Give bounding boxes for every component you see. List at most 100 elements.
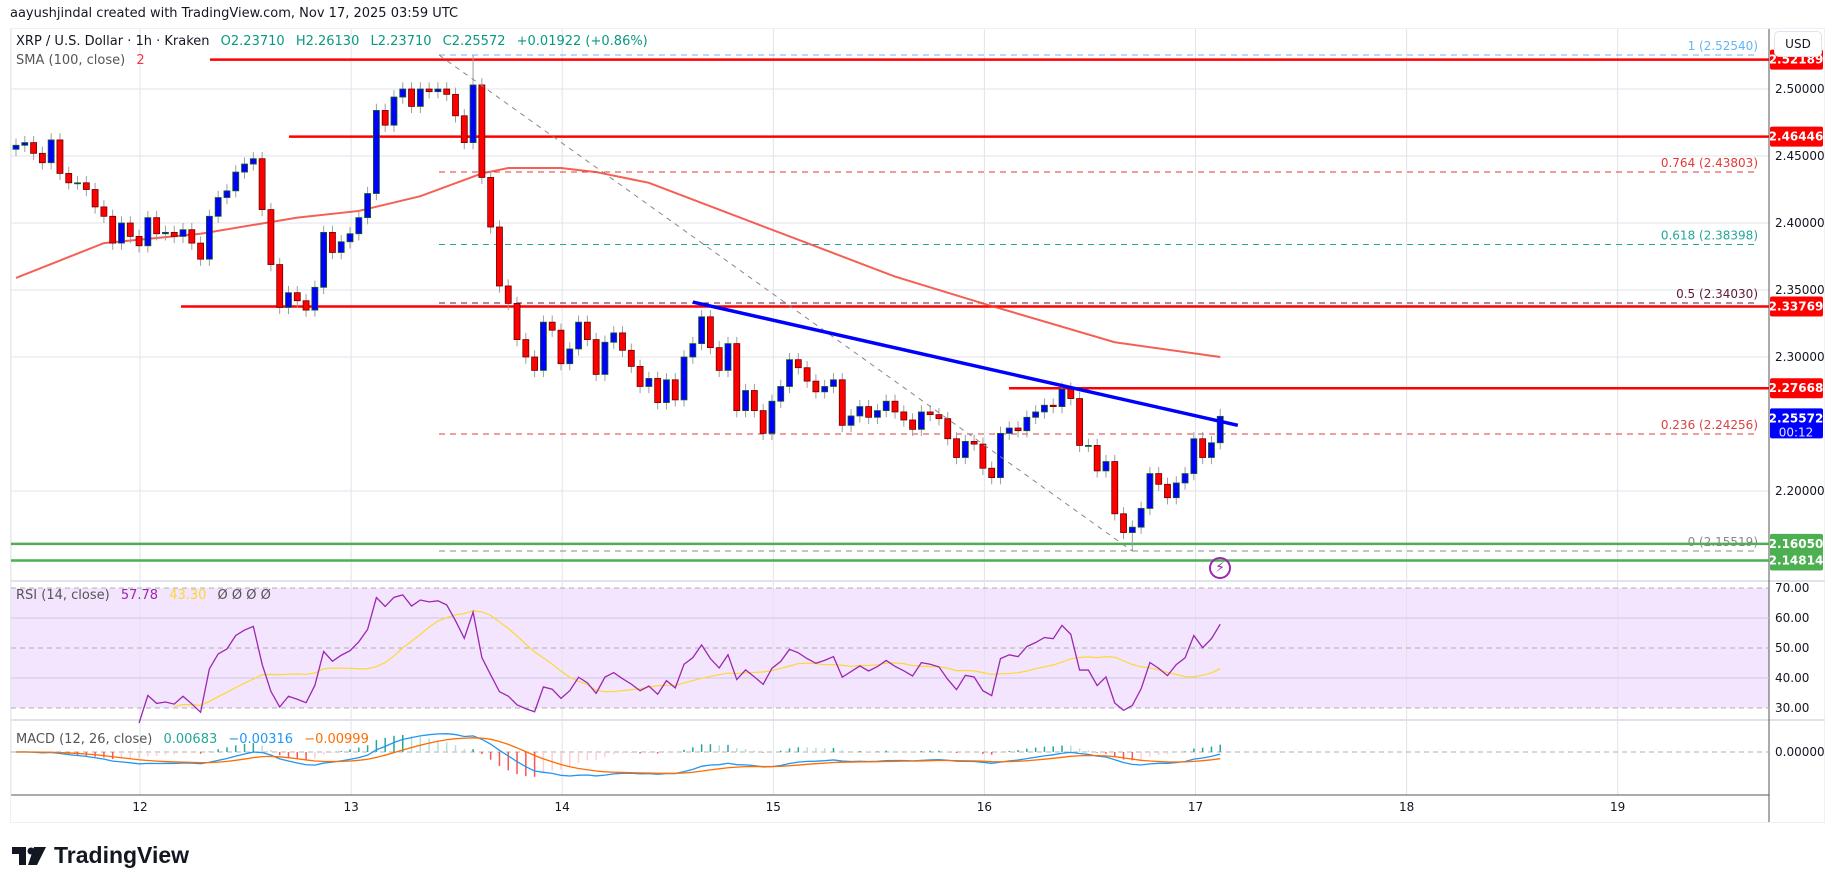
candle[interactable]: [1023, 410, 1031, 438]
candle[interactable]: [803, 361, 811, 388]
candle[interactable]: [1120, 507, 1127, 540]
candle[interactable]: [408, 82, 415, 114]
candle[interactable]: [329, 225, 336, 260]
candle[interactable]: [1137, 501, 1145, 534]
candle[interactable]: [258, 151, 266, 217]
candle[interactable]: [496, 220, 503, 293]
candle[interactable]: [830, 373, 837, 394]
candle[interactable]: [135, 229, 143, 253]
candle[interactable]: [1128, 520, 1136, 552]
candle[interactable]: [267, 202, 275, 272]
candle[interactable]: [1164, 477, 1171, 505]
candle[interactable]: [232, 165, 240, 198]
candle[interactable]: [1049, 398, 1057, 414]
rsi-legend[interactable]: RSI (14, close) 57.78 43.30 Ø Ø Ø Ø: [16, 588, 278, 603]
candle[interactable]: [724, 336, 732, 378]
candle[interactable]: [540, 315, 547, 378]
candle[interactable]: [91, 182, 99, 214]
candle[interactable]: [56, 133, 64, 181]
candle[interactable]: [214, 190, 222, 223]
candle[interactable]: [601, 335, 609, 382]
candle[interactable]: [1014, 421, 1022, 438]
candle[interactable]: [1146, 466, 1154, 516]
candle[interactable]: [416, 82, 424, 114]
candle[interactable]: [100, 200, 108, 223]
candle[interactable]: [153, 210, 161, 241]
candle[interactable]: [285, 285, 292, 315]
candle[interactable]: [443, 82, 451, 102]
candle[interactable]: [891, 394, 899, 419]
candle[interactable]: [794, 352, 802, 375]
candle[interactable]: [197, 236, 204, 266]
candle[interactable]: [311, 280, 319, 317]
candle[interactable]: [434, 82, 442, 99]
candle[interactable]: [680, 350, 688, 407]
candle[interactable]: [900, 405, 908, 427]
candle[interactable]: [777, 379, 785, 408]
candle[interactable]: [944, 411, 952, 446]
candle[interactable]: [302, 294, 310, 317]
candle[interactable]: [698, 310, 706, 351]
candle[interactable]: [1181, 466, 1189, 490]
candle[interactable]: [970, 434, 978, 451]
candle[interactable]: [12, 138, 20, 156]
candle[interactable]: [399, 82, 407, 104]
candle[interactable]: [452, 87, 459, 123]
candle[interactable]: [364, 186, 372, 225]
candle[interactable]: [909, 413, 916, 437]
candle[interactable]: [188, 223, 196, 250]
candle[interactable]: [671, 373, 679, 407]
candle[interactable]: [30, 135, 37, 161]
candle[interactable]: [1076, 391, 1083, 453]
candle[interactable]: [663, 373, 670, 410]
candle[interactable]: [874, 403, 881, 424]
candle[interactable]: [487, 170, 495, 234]
currency-button[interactable]: USD: [1774, 31, 1822, 57]
candle[interactable]: [522, 332, 530, 364]
candle[interactable]: [961, 434, 969, 465]
candle[interactable]: [126, 216, 134, 244]
candle[interactable]: [742, 383, 749, 418]
candle[interactable]: [750, 383, 758, 418]
candle[interactable]: [619, 326, 626, 357]
candle[interactable]: [21, 135, 29, 152]
candle[interactable]: [610, 326, 618, 349]
candle[interactable]: [1172, 476, 1180, 505]
candle[interactable]: [1058, 382, 1066, 414]
candle[interactable]: [1190, 432, 1198, 481]
candle[interactable]: [205, 209, 213, 266]
candle[interactable]: [548, 315, 556, 337]
candle[interactable]: [882, 394, 890, 418]
candle[interactable]: [707, 310, 714, 355]
candle[interactable]: [812, 374, 820, 399]
candle[interactable]: [223, 184, 231, 205]
candle[interactable]: [1216, 408, 1224, 450]
candle[interactable]: [575, 315, 582, 356]
candle[interactable]: [847, 409, 855, 433]
candle[interactable]: [1084, 438, 1092, 453]
tradingview-logo[interactable]: TradingView: [12, 842, 189, 869]
candle[interactable]: [1005, 421, 1013, 441]
candle[interactable]: [865, 399, 873, 424]
candle[interactable]: [478, 78, 486, 185]
candle[interactable]: [979, 437, 987, 475]
candle[interactable]: [557, 323, 565, 371]
symbol-name[interactable]: XRP / U.S. Dollar · 1h · Kraken: [16, 34, 210, 49]
candle[interactable]: [1199, 432, 1207, 465]
candle[interactable]: [1093, 438, 1101, 478]
macd-legend[interactable]: MACD (12, 26, close) 0.00683 −0.00316 −0…: [16, 732, 376, 747]
candle[interactable]: [988, 461, 996, 485]
candle[interactable]: [768, 394, 776, 441]
candle[interactable]: [935, 407, 943, 426]
candle[interactable]: [293, 285, 301, 308]
candle[interactable]: [1041, 398, 1048, 419]
candle[interactable]: [337, 235, 345, 260]
candle[interactable]: [372, 103, 380, 201]
candle[interactable]: [654, 371, 662, 410]
candle[interactable]: [997, 426, 1004, 485]
candle[interactable]: [583, 315, 591, 347]
candle[interactable]: [241, 157, 248, 179]
candle[interactable]: [759, 403, 767, 441]
candle[interactable]: [838, 373, 846, 433]
candle[interactable]: [162, 225, 169, 241]
